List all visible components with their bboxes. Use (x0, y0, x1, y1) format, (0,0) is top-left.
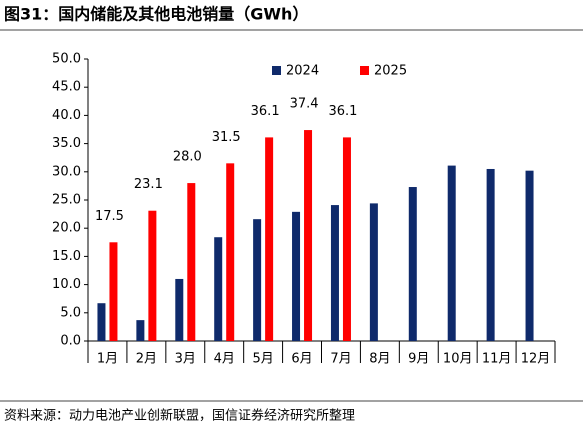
bar (369, 203, 378, 341)
y-tick-label: 20.0 (52, 221, 81, 236)
data-label: 37.4 (290, 97, 319, 112)
bar (525, 170, 534, 341)
chart-title: 图31：国内储能及其他电池销量（GWh） (4, 5, 308, 24)
legend-label: 2025 (374, 64, 407, 79)
legend-swatch (360, 66, 369, 75)
bar (148, 210, 157, 341)
bar (304, 130, 313, 341)
x-tick-label: 1月 (97, 352, 118, 367)
bar (342, 137, 351, 341)
y-tick-label: 50.0 (52, 52, 81, 67)
x-tick-label: 6月 (291, 352, 312, 367)
data-label: 36.1 (251, 104, 280, 119)
y-tick-label: 35.0 (52, 136, 81, 151)
x-tick-label: 5月 (252, 352, 273, 367)
bar (265, 137, 274, 341)
bar (486, 168, 495, 341)
x-tick-label: 2月 (136, 352, 157, 367)
bar (97, 303, 106, 341)
data-label: 23.1 (134, 177, 163, 192)
data-label: 28.0 (173, 150, 202, 165)
y-tick-label: 15.0 (52, 249, 81, 264)
bar (136, 320, 145, 341)
x-tick-label: 9月 (408, 352, 429, 367)
x-tick-label: 8月 (369, 352, 390, 367)
bar (408, 187, 417, 341)
y-tick-label: 5.0 (60, 305, 81, 320)
y-tick-label: 40.0 (52, 108, 81, 123)
data-label: 36.1 (328, 104, 357, 119)
y-tick-label: 0.0 (60, 334, 81, 349)
bar (330, 205, 339, 341)
bar (109, 242, 118, 341)
legend-swatch (272, 66, 281, 75)
bar (226, 163, 235, 341)
bar (447, 165, 456, 341)
x-tick-label: 10月 (443, 352, 473, 367)
bar (187, 183, 196, 341)
y-tick-label: 30.0 (52, 164, 81, 179)
x-tick-label: 7月 (330, 352, 351, 367)
y-tick-label: 10.0 (52, 277, 81, 292)
y-tick-label: 45.0 (52, 80, 81, 95)
bar (214, 237, 223, 341)
x-tick-label: 12月 (521, 352, 551, 367)
bar (292, 211, 301, 341)
x-tick-label: 11月 (482, 352, 512, 367)
x-tick-label: 4月 (214, 352, 235, 367)
data-label: 31.5 (212, 130, 241, 145)
legend-label: 2024 (286, 64, 319, 79)
bar (175, 278, 184, 341)
y-tick-label: 25.0 (52, 193, 81, 208)
data-label: 17.5 (95, 209, 124, 224)
x-tick-label: 3月 (175, 352, 196, 367)
bar (253, 219, 262, 341)
source: 资料来源：动力电池产业创新联盟，国信证券经济研究所整理 (4, 408, 355, 424)
